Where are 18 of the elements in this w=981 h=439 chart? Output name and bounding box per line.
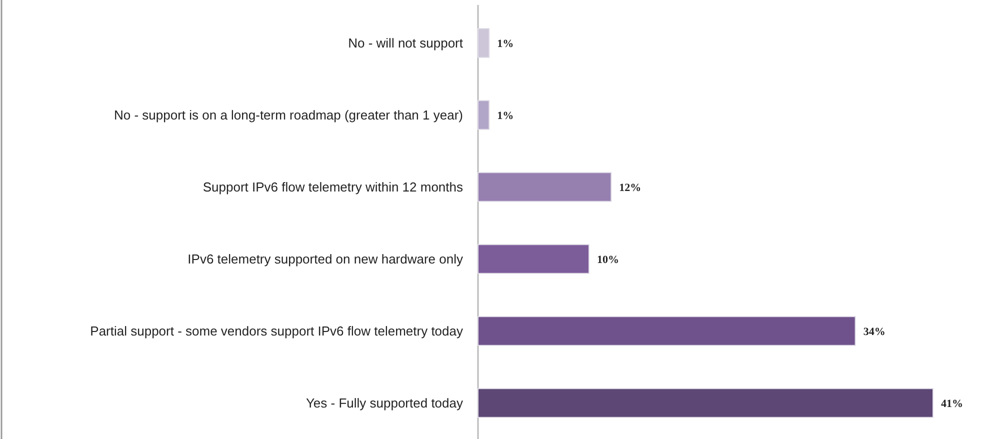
data-label: 34% <box>863 326 886 338</box>
bar <box>478 28 490 58</box>
bar <box>478 100 490 130</box>
data-label: 12% <box>619 182 642 194</box>
bar <box>478 388 934 418</box>
bar <box>478 316 856 346</box>
bar <box>478 244 590 274</box>
y-tick-label: IPv6 telemetry supported on new hardware only <box>188 252 464 267</box>
data-label: 41% <box>941 398 963 410</box>
bar <box>478 172 612 202</box>
y-tick-label: Support IPv6 flow telemetry within 12 months <box>202 180 464 195</box>
y-tick-label: No - will not support <box>348 36 464 51</box>
data-label: 10% <box>596 254 619 266</box>
data-label: 1% <box>497 110 514 122</box>
y-tick-label: Yes - Fully supported today <box>306 396 464 411</box>
data-label: 1% <box>497 38 514 50</box>
y-tick-label: Partial support - some vendors support IPv6 flow telemetry today <box>90 324 464 339</box>
y-tick-label: No - support is on a long-term roadmap (greater than 1 year) <box>114 108 463 123</box>
